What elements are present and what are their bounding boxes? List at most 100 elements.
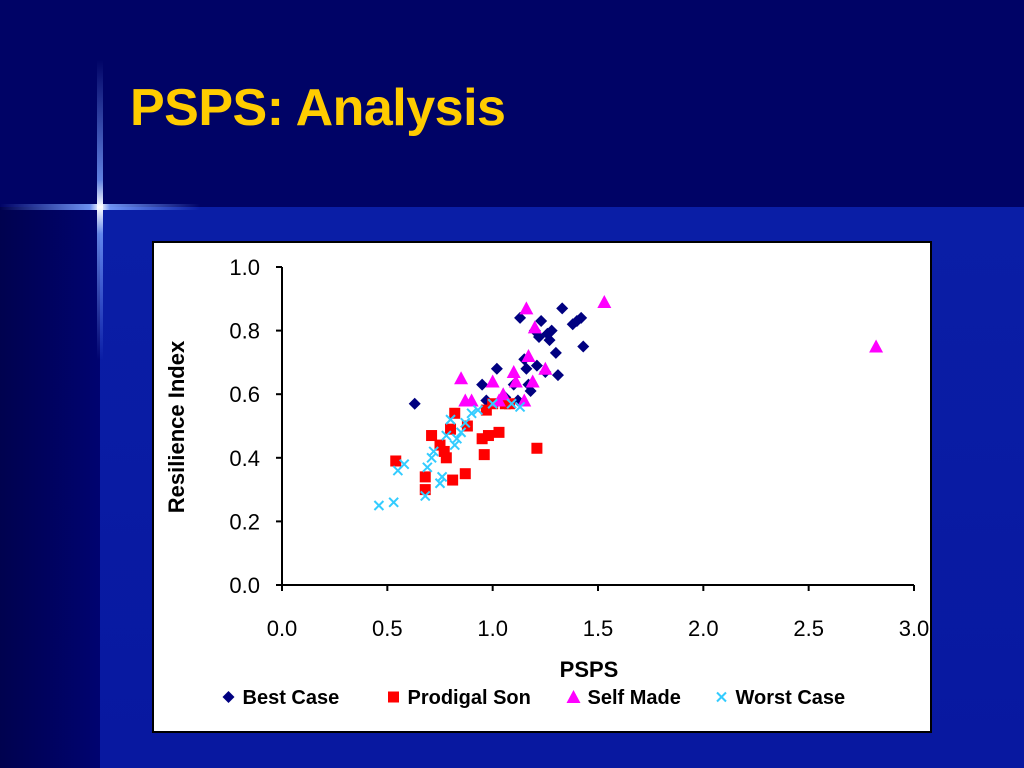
self-made-point [538,361,553,375]
worst-case-point [441,430,452,441]
worst-case-point [455,427,467,438]
legend-label-best-case: Best Case [243,687,340,709]
prodigal-son-point [419,471,431,483]
self-made-point [597,294,612,308]
x-tick-label: 2.5 [793,616,824,641]
legend-item-worst-case: Worst Case [716,687,846,709]
prodigal-son-point [390,455,402,467]
best-case-point [551,369,564,382]
y-tick-label: 0.8 [229,319,260,344]
worst-case-point [388,497,399,508]
worst-case-point [460,417,471,429]
x-tick-label: 1.5 [583,616,614,641]
worst-case-point [398,458,410,470]
legend-marker-best-case [222,691,235,703]
self-made-point [506,364,521,378]
self-made-point [527,320,542,334]
self-made-point [525,374,540,388]
prodigal-son-point [440,452,452,464]
legend-item-best-case: Best Case [222,687,340,709]
prodigal-son-point [476,433,488,445]
best-case-point [575,311,588,324]
x-axis-label: PSPS [560,657,619,682]
best-case-point [476,378,489,391]
y-tick-label: 0.6 [229,382,260,407]
worst-case-point [451,433,463,444]
self-made-point [521,349,536,363]
scatter-chart: 0.0 0.5 1.0 1.5 2.0 2.5 3.00.00.20.40.60.81.0 … [164,255,929,709]
worst-case-point [472,404,484,416]
best-case-point [535,315,548,328]
worst-case-point [449,439,460,451]
legend-label-self-made: Self Made [588,687,681,709]
prodigal-son-point [426,430,438,442]
y-tick-label: 0.4 [229,446,260,471]
worst-case-point [420,490,431,502]
self-made-point [454,371,469,385]
best-case-point [520,362,533,375]
best-case-point [490,362,503,375]
x-tick-label: 0.5 [372,616,403,641]
best-case-point [570,315,583,328]
worst-case-point [434,478,446,489]
worst-case-point [514,401,526,413]
legend-marker-self-made [566,690,581,703]
x-tick-label: 1.0 [477,616,508,641]
best-case-point [514,311,527,324]
prodigal-son-point [449,407,461,419]
title-band [0,0,1024,207]
y-axis-label: Resilience Index [164,340,189,513]
self-made-point [485,374,500,388]
star-flare-vertical [97,60,103,360]
best-case-point [556,302,569,315]
best-case-point [545,324,558,337]
worst-case-point [422,462,433,473]
worst-case-point [487,398,498,409]
worst-case-point [436,471,448,483]
prodigal-son-point [531,442,543,454]
self-made-point [496,387,511,401]
prodigal-son-point [478,449,490,461]
chart-area: 0.0 0.5 1.0 1.5 2.0 2.5 3.0 0.0 0.2 0.4 0.6 0.8 1.0 … [152,241,932,733]
prodigal-son-point [482,430,494,442]
prodigal-son-point [419,484,431,496]
worst-case-point [426,452,437,464]
legend-item-prodigal-son: Prodigal Son [388,687,531,709]
prodigal-son-point [480,404,492,416]
worst-case-point [373,500,385,511]
best-case-point [577,340,590,353]
prodigal-son-point [493,426,505,438]
x-tick-label: 0.0 [267,616,298,641]
worst-case-point [466,408,477,419]
prodigal-son-point [504,398,516,410]
prodigal-son-point [447,474,459,486]
legend-item-self-made: Self Made [566,687,681,709]
prodigal-son-point [434,439,446,451]
best-case-point [408,397,421,410]
axes [281,267,914,586]
self-made-point [869,339,884,353]
prodigal-son-point [438,445,450,457]
legend: Best Case Prodigal Son Self Made Worst Case [222,687,846,709]
self-made-point [508,374,523,388]
best-case-point [524,385,537,398]
ticks: 0.0 0.5 1.0 1.5 2.0 2.5 3.0 0.0 0.2 0.4 0.6 0.8 1.0 [229,255,929,641]
worst-case-point [506,398,517,409]
worst-case-point [445,414,456,425]
self-made-point [519,301,534,315]
worst-case-point [428,446,439,457]
y-tick-label: 0.2 [229,509,260,534]
legend-label-worst-case: Worst Case [736,687,846,709]
best-case-point [543,334,556,347]
left-band [0,207,100,768]
prodigal-son-point [445,423,457,435]
prodigal-son-point [459,468,471,480]
x-tick-label: 3.0 [899,616,930,641]
best-case-point [530,359,543,372]
y-tick-label: 0.0 [229,573,260,598]
x-tick-label: 2.0 [688,616,719,641]
legend-marker-worst-case [716,691,727,703]
y-tick-label: 1.0 [229,255,260,280]
data-points [373,294,884,511]
legend-label-prodigal-son: Prodigal Son [408,687,531,709]
